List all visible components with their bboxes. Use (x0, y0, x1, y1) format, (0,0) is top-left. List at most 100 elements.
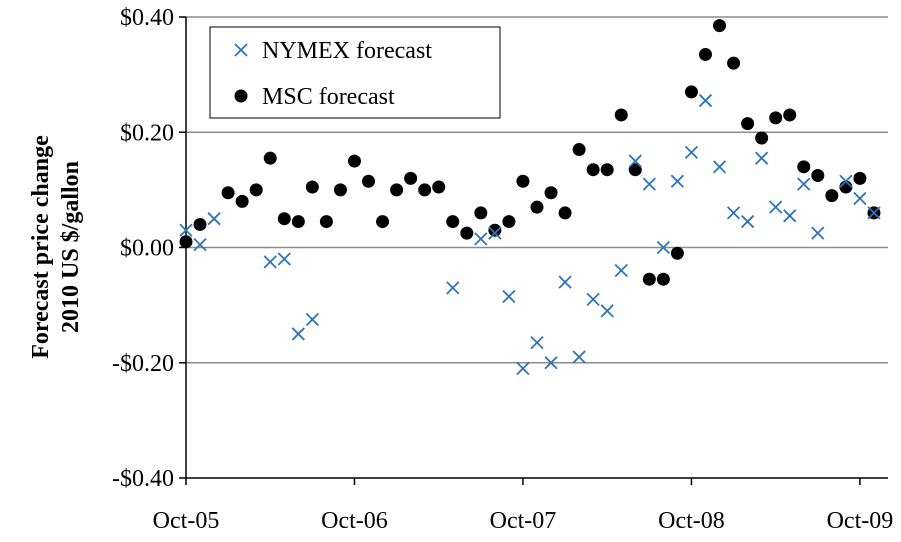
msc-point (516, 174, 530, 188)
msc-point (376, 215, 390, 229)
msc-point (586, 163, 600, 177)
nymex-point (193, 237, 207, 252)
nymex-point (740, 214, 755, 229)
y-axis-title-line2: 2010 US $/gallon (58, 161, 84, 333)
nymex-point (277, 252, 291, 266)
msc-point (390, 183, 404, 197)
msc-point (713, 19, 727, 33)
nymex-point (656, 240, 670, 255)
nymex-point (207, 212, 221, 226)
msc-point (305, 180, 319, 194)
legend-box (209, 26, 501, 119)
nymex-point (474, 232, 488, 246)
nymex-point (544, 356, 558, 370)
y-tick-label: -$0.40 (112, 466, 174, 492)
msc-point (249, 183, 263, 197)
nymex-point (614, 263, 628, 278)
msc-point (544, 186, 558, 200)
nymex-point (600, 304, 614, 318)
msc-point (670, 246, 684, 260)
legend-dot-mark (234, 89, 248, 103)
y-axis-title: Forecast price change 2010 US $/gallon (28, 135, 84, 359)
nymex-point (516, 361, 530, 376)
msc-point (530, 200, 544, 214)
y-tick-labels: $0.40 $0.20 $0.00 -$0.20 -$0.40 (112, 5, 174, 492)
x-tick-label: Oct-05 (153, 508, 220, 534)
legend-item-msc: MSC forecast (234, 84, 395, 110)
nymex-point (291, 327, 305, 341)
nymex-point (783, 209, 797, 223)
x-tick-labels: Oct-05 Oct-06 Oct-07 Oct-08 Oct-09 (153, 508, 894, 534)
y-axis-title-line1: Forecast price change (28, 135, 54, 359)
nymex-point (572, 350, 586, 364)
msc-point (221, 186, 235, 200)
nymex-point (642, 177, 656, 191)
legend: NYMEX forecast MSC forecast (209, 26, 501, 119)
msc-point (488, 223, 502, 237)
x-tick-label: Oct-06 (321, 508, 388, 534)
nymex-point (811, 226, 825, 240)
msc-point (193, 217, 207, 231)
legend-marker-x-icon (234, 43, 248, 57)
msc-point (179, 235, 193, 249)
gridlines (186, 16, 888, 364)
nymex-point (797, 177, 811, 191)
msc-point (797, 160, 811, 174)
legend-x-mark (234, 43, 248, 57)
nymex-point (853, 191, 867, 206)
msc-point (628, 163, 642, 177)
msc-point (656, 272, 670, 286)
nymex-point (263, 255, 277, 269)
msc-point (769, 111, 783, 125)
legend-label-msc: MSC forecast (262, 84, 395, 110)
msc-point (333, 183, 347, 197)
nymex-point (305, 312, 319, 327)
msc-point (825, 189, 839, 203)
nymex-point (179, 223, 193, 237)
msc-point (347, 154, 361, 168)
msc-point (460, 226, 474, 240)
msc-point (572, 143, 586, 157)
x-tick-label: Oct-07 (490, 508, 557, 534)
msc-point (319, 215, 333, 229)
msc-point (642, 272, 656, 286)
msc-point (698, 47, 712, 61)
nymex-point (502, 289, 516, 304)
legend-marker-dot-icon (234, 89, 248, 103)
nymex-point (488, 226, 502, 240)
nymex-point (755, 151, 769, 165)
legend-label-nymex: NYMEX forecast (262, 38, 432, 64)
msc-point (741, 117, 755, 131)
legend-item-nymex: NYMEX forecast (234, 38, 432, 64)
nymex-point (684, 145, 699, 160)
nymex-point (698, 93, 713, 108)
msc-point (727, 56, 741, 70)
msc-point (502, 215, 516, 229)
msc-point (235, 194, 249, 208)
nymex-point (446, 281, 460, 295)
msc-point (684, 85, 698, 99)
nymex-point (558, 275, 572, 289)
msc-point (600, 163, 614, 177)
y-tick-label: $0.00 (120, 236, 174, 262)
msc-point (811, 168, 825, 182)
msc-point (755, 131, 769, 145)
msc-point (362, 174, 376, 188)
msc-point (277, 212, 291, 226)
msc-point (558, 206, 572, 220)
nymex-point (712, 160, 727, 174)
msc-point (418, 183, 432, 197)
x-tick-label: Oct-08 (658, 508, 725, 534)
nymex-point (628, 154, 642, 168)
nymex-point (586, 292, 600, 306)
nymex-point (726, 206, 741, 220)
data-series (179, 19, 881, 376)
nymex-point (839, 174, 853, 188)
nymex-point (670, 174, 685, 188)
msc-point (474, 206, 488, 220)
msc-point (446, 215, 460, 229)
msc-point (291, 215, 305, 229)
msc-point (853, 171, 867, 185)
series-msc (179, 19, 881, 286)
